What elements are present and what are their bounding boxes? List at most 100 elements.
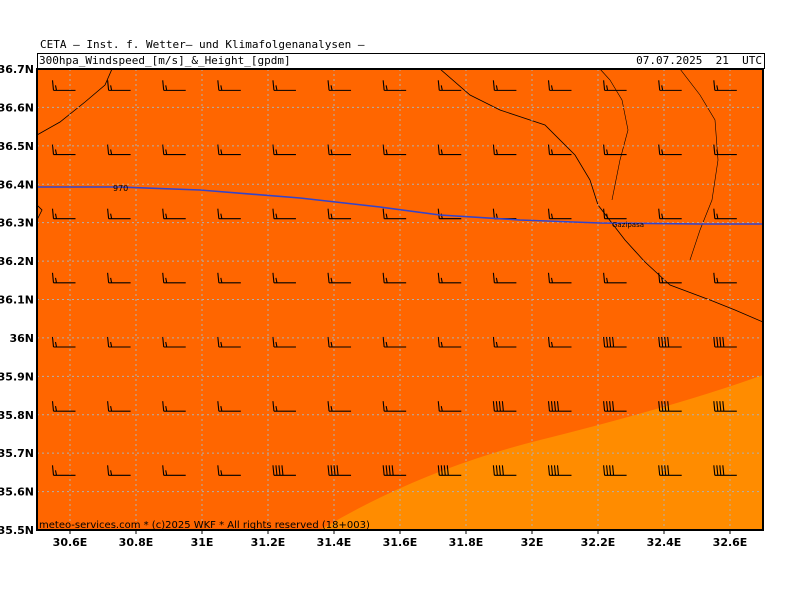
wind-barb	[107, 144, 131, 156]
x-tick-label: 31E	[191, 536, 214, 549]
wind-barb	[272, 336, 296, 348]
wind-barb	[327, 272, 352, 284]
wind-barb	[51, 465, 76, 476]
wind-barb	[217, 336, 241, 348]
wind-barb	[382, 144, 407, 156]
wind-barb	[603, 80, 627, 91]
x-tick-label: 32.2E	[581, 536, 616, 549]
wind-barb	[382, 336, 407, 348]
product-header-box	[37, 53, 765, 69]
wind-barb	[162, 465, 186, 476]
wind-barb	[713, 144, 737, 156]
x-tick-label: 30.8E	[119, 536, 154, 549]
product-label: 300hpa_Windspeed_[m/s]_&_Height_[gpdm]	[39, 54, 291, 67]
wind-barb	[51, 144, 76, 156]
wind-barb	[51, 208, 76, 220]
y-tick-label: 35.7N	[0, 447, 34, 460]
wind-barb	[492, 401, 517, 412]
wind-barb	[713, 208, 737, 220]
height-contour	[37, 186, 763, 225]
city-label: Gazipasa	[612, 221, 644, 229]
wind-barb	[603, 465, 627, 476]
wind-barbs	[51, 80, 737, 476]
wind-barb	[327, 208, 352, 220]
wind-barb	[547, 80, 572, 91]
y-tick-label: 35.9N	[0, 370, 34, 383]
wind-barb	[547, 336, 572, 348]
wind-barb	[658, 401, 682, 412]
wind-barb	[437, 144, 462, 156]
x-tick-label: 31.8E	[449, 536, 484, 549]
wind-barb	[272, 208, 296, 220]
wind-barb	[327, 401, 352, 412]
wind-barb	[603, 272, 627, 284]
wind-barb	[658, 272, 682, 284]
height-contour-label: 970	[113, 184, 128, 193]
wind-barb	[713, 401, 737, 412]
wind-barb	[217, 272, 241, 284]
wind-barb	[658, 336, 682, 348]
wind-barb	[603, 144, 627, 156]
wind-barb	[162, 208, 186, 220]
y-tick-label: 36.7N	[0, 63, 34, 76]
wind-barb	[217, 144, 241, 156]
wind-barb	[217, 80, 241, 91]
valid-time: 07.07.2025 21 UTC	[636, 54, 762, 67]
wind-barb	[437, 465, 462, 476]
wind-barb	[162, 144, 186, 156]
wind-barb	[658, 80, 682, 91]
y-tick-label: 36.5N	[0, 140, 34, 153]
wind-barb	[713, 272, 737, 284]
wind-barb	[492, 80, 517, 91]
graticule	[37, 69, 763, 530]
wind-barb	[492, 144, 517, 156]
wind-barb	[382, 401, 407, 412]
wind-barb	[547, 465, 572, 476]
y-tick-label: 36N	[9, 332, 34, 345]
x-tick-label: 32.4E	[647, 536, 682, 549]
wind-barb	[217, 465, 241, 476]
x-tick-label: 31.6E	[383, 536, 418, 549]
wind-barb	[492, 336, 517, 348]
wind-barb	[437, 272, 462, 284]
wind-barb	[492, 272, 517, 284]
y-tick-label: 35.6N	[0, 486, 34, 499]
wind-barb	[272, 80, 296, 91]
wind-barb	[547, 272, 572, 284]
wind-barb	[51, 401, 76, 412]
wind-barb	[658, 465, 682, 476]
wind-barb	[51, 336, 76, 348]
y-tick-label: 36.4N	[0, 178, 34, 191]
y-tick-label: 36.1N	[0, 294, 34, 307]
map-title: CETA – Inst. f. Wetter– und Klimafolgena…	[40, 38, 365, 51]
wind-barb	[658, 144, 682, 156]
wind-barb	[162, 272, 186, 284]
wind-barb	[437, 401, 462, 412]
y-tick-label: 35.5N	[0, 524, 34, 537]
wind-barb	[382, 80, 407, 91]
wind-barb	[547, 144, 572, 156]
wind-barb	[107, 208, 131, 220]
y-tick-label: 36.3N	[0, 217, 34, 230]
latitude-ticks: 36.7N 36.6N 36.5N 36.4N 36.3N 36.2N 36.1N 36N 35…	[0, 63, 34, 537]
wind-barb	[437, 336, 462, 348]
wind-barb	[162, 401, 186, 412]
wind-barb	[603, 208, 627, 220]
x-tick-label: 30.6E	[53, 536, 88, 549]
y-tick-label: 36.6N	[0, 101, 34, 114]
wind-barb	[327, 144, 352, 156]
x-tick-label: 32E	[521, 536, 544, 549]
wind-barb	[51, 272, 76, 284]
y-tick-label: 36.2N	[0, 255, 34, 268]
wind-barb	[162, 80, 186, 91]
wind-barb	[217, 208, 241, 220]
border-line	[599, 69, 629, 201]
wind-barb	[382, 272, 407, 284]
x-tick-label: 32.6E	[713, 536, 748, 549]
wind-barb	[382, 465, 407, 476]
wind-barb	[547, 208, 572, 220]
wind-barb	[603, 401, 627, 412]
wind-barb	[272, 144, 296, 156]
longitude-ticks: 30.6E 30.8E 31E 31.2E 31.4E 31.6E 31.8E 32E 32.2…	[53, 530, 748, 549]
